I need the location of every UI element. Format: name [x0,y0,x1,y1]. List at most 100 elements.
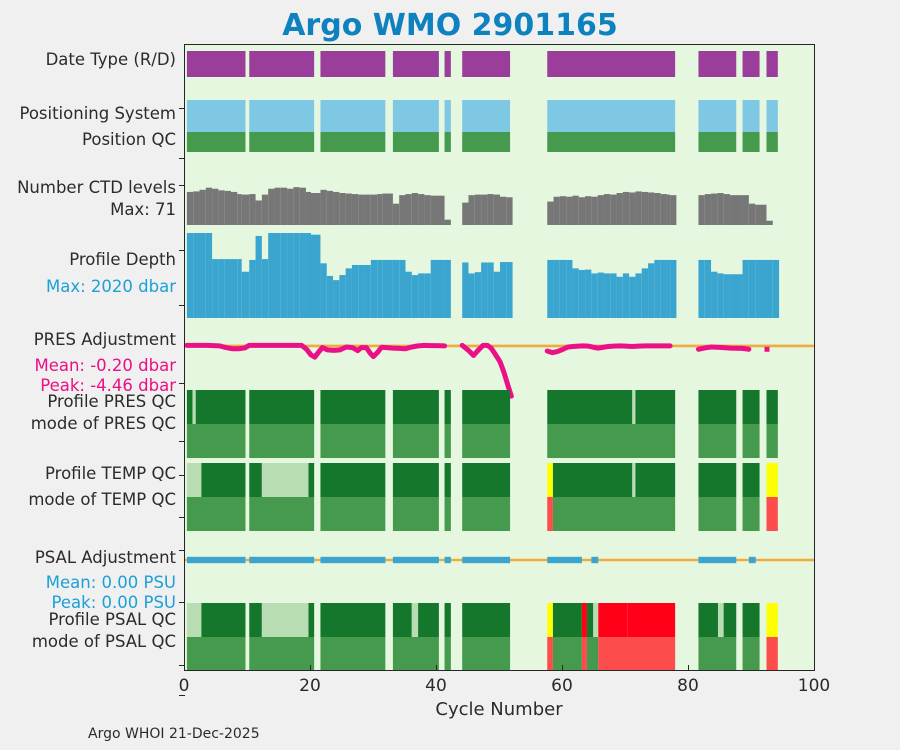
ctd-level-bar [755,204,767,225]
psal-adjustment-mark [444,556,451,564]
profile-depth-bar [382,259,393,318]
mode-psal-qc-cell [742,637,760,670]
ctd-level-bar [293,187,300,225]
x-tick-100 [814,665,816,671]
profile-pres-qc-cell [186,390,193,424]
row-label-profile-psal-qc: Profile PSAL QC [48,610,176,629]
profile-depth-bar [280,233,288,318]
x-tick-80 [688,665,690,671]
profile-depth-bar [654,259,661,318]
mode-temp-qc-cell [444,497,451,531]
profile-temp-qc-cell [552,463,633,497]
profile-depth-bar [293,233,300,318]
profile-pres-qc-cell [195,390,246,424]
profile-depth-bar [320,263,327,318]
page-title: Argo WMO 2901165 [282,8,618,43]
y-tick-10 [179,602,185,604]
profile-psal-qc-cell [586,603,594,637]
ctd-level-bar [255,200,262,225]
x-tick-label-100: 100 [797,676,831,696]
profile-depth-bar [547,259,554,318]
positioning-block [698,100,737,132]
profile-depth-bar [462,262,469,318]
profile-psal-qc-cell [717,603,724,637]
mode-psal-qc-cell [586,637,599,670]
ctd-level-bar [249,194,256,225]
profile-depth-bar [635,273,642,318]
ctd-level-bar [241,194,250,225]
row-label-positioning: Positioning System [19,104,176,123]
mode-psal-qc-cell [444,637,451,670]
date-type-block [547,51,676,77]
ctd-level-bar [405,194,412,225]
date-type-block [249,51,315,77]
profile-depth-bar [399,259,406,318]
mode-temp-qc-cell [552,497,676,531]
mode-psal-qc-cell [320,637,386,670]
profile-pres-qc-cell [320,390,386,424]
psal-adjustment-mark [591,556,599,564]
profile-depth-bar [364,264,371,318]
y-tick-4 [179,305,185,307]
mode-psal-qc-cell [462,637,511,670]
profile-depth-bar [698,259,705,318]
profile-psal-qc-cell [766,603,778,637]
ctd-level-bar [566,196,573,225]
y-tick-1 [179,158,185,160]
profile-depth-bar [468,273,475,318]
profile-depth-bar [411,275,419,318]
mode-psal-qc-cell [249,637,315,670]
psal-adjustment-mark [392,556,439,564]
ctd-level-bar [351,194,359,225]
ctd-level-bar [493,194,500,225]
profile-depth-bar [559,259,567,318]
ctd-level-bar [218,190,225,225]
position-qc-block [186,132,246,152]
profile-psal-qc-cell [742,603,760,637]
position-qc-block [742,132,760,152]
profile-psal-qc-cell [320,603,386,637]
profile-psal-qc-cell [547,603,553,637]
ctd-level-bar [474,194,482,225]
row-label-mode-pres-qc: mode of PRES QC [30,414,176,433]
profile-depth-bar [205,233,213,318]
ctd-level-bar [481,194,488,225]
ctd-level-bar [597,195,604,225]
ctd-level-bar [430,195,437,225]
ctd-level-bar [711,193,718,225]
date-type-block [766,51,778,77]
profile-depth-bar [670,259,677,318]
x-tick-40 [436,665,438,671]
profile-pres-qc-cell [766,390,778,424]
profile-psal-qc-cell [598,603,628,637]
profile-depth-bar [261,259,269,318]
mode-psal-qc-cell [581,637,587,670]
profile-pres-qc-cell [462,390,511,424]
positioning-block [444,100,451,132]
psal-adjustment-mark [462,556,511,564]
psal-adjustment-mark [249,556,315,564]
profile-pres-qc-cell [742,390,760,424]
ctd-level-bar [280,187,288,225]
profile-depth-bar [326,275,334,318]
position-qc-block [249,132,315,152]
ctd-level-bar [287,188,294,225]
profile-depth-bar [405,271,412,318]
y-tick-5 [179,383,185,385]
profile-temp-qc-cell [462,463,511,497]
row-label-date-type: Date Type (R/D) [45,50,176,69]
footer-credit: Argo WHOI 21-Dec-2025 [88,726,260,742]
profile-psal-qc-cell [698,603,718,637]
ctd-level-bar [437,195,445,225]
ctd-level-bar [547,201,554,225]
pres-adjustment-line-point [764,346,770,352]
ctd-level-bar [299,187,306,225]
profile-psal-qc-cell [249,603,262,637]
profile-depth-bar [616,276,623,318]
mode-pres-qc-cell [698,424,737,458]
ctd-level-bar [230,191,238,225]
ctd-level-bar [629,192,636,225]
ctd-level-bar [559,196,567,225]
mode-temp-qc-cell [249,497,315,531]
profile-psal-qc-cell [552,603,582,637]
